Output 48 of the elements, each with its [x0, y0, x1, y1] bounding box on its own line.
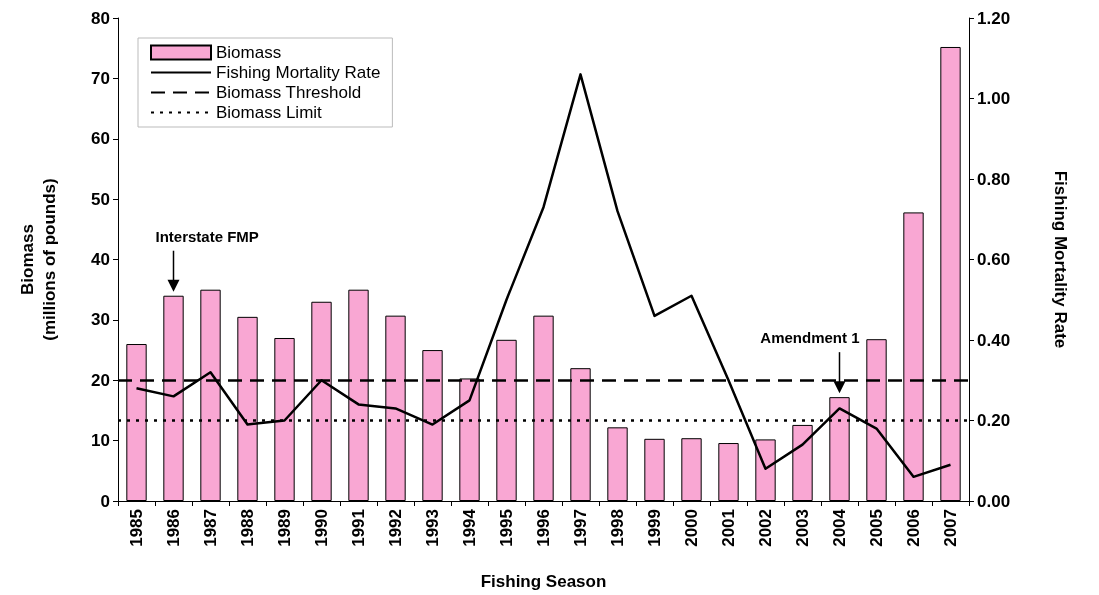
x-tick-label: 1994	[460, 508, 479, 547]
x-tick-label: 1992	[386, 509, 405, 547]
y2-tick-label: 1.00	[977, 89, 1011, 108]
x-tick-label: 2005	[867, 509, 886, 547]
y2-tick-label: 0.80	[977, 169, 1011, 189]
legend-label: Biomass Threshold	[216, 83, 362, 102]
x-tick-label: 1996	[534, 509, 553, 547]
y-tick-label: 70	[91, 68, 110, 88]
x-tick-label: 1991	[349, 509, 368, 547]
y-axis-title: Biomass (millions of pounds)	[17, 178, 59, 341]
x-tick-label: 2000	[682, 509, 701, 547]
annotation: Amendment 1	[760, 329, 860, 347]
y-tick-label: 20	[91, 370, 110, 390]
y-tick-label: 80	[91, 8, 110, 28]
x-tick-label: 2003	[793, 509, 812, 547]
x-tick-label: 1988	[238, 509, 257, 547]
x-tick-label: 2004	[830, 508, 849, 547]
y2-tick-label: 0.20	[977, 411, 1011, 430]
x-axis-title: Fishing Season	[480, 572, 607, 591]
x-tick-label: 1998	[608, 509, 627, 547]
y-tick-label: 10	[91, 431, 110, 451]
y2-tick-label: 0.00	[977, 491, 1011, 511]
y-tick-label: 60	[91, 129, 110, 149]
y-tick-label: 40	[91, 250, 110, 269]
x-tick-label: 2007	[941, 509, 960, 547]
y2-axis-title: Fishing Mortality Rate	[1050, 170, 1070, 349]
x-tick-label: 1989	[275, 509, 294, 547]
legend-label: Biomass Limit	[216, 103, 323, 122]
x-tick-label: 1995	[497, 509, 516, 547]
annotation: Interstate FMP	[155, 227, 259, 245]
x-tick-label: 1997	[571, 509, 590, 547]
y2-tick-label: 1.20	[977, 8, 1011, 28]
legend-label: Biomass	[216, 43, 282, 62]
y-tick-label: 0	[100, 491, 110, 511]
x-tick-label: 1999	[645, 509, 664, 547]
y2-tick-label: 0.60	[977, 250, 1011, 269]
x-tick-label: 1986	[164, 509, 183, 547]
x-tick-label: 1985	[127, 509, 146, 547]
x-tick-label: 2001	[719, 509, 738, 547]
legend-label: Fishing Mortality Rate	[216, 63, 381, 82]
x-tick-label: 1993	[423, 509, 442, 547]
x-tick-label: 2006	[904, 509, 923, 547]
x-tick-label: 1987	[201, 509, 220, 547]
y-tick-label: 50	[91, 189, 110, 209]
x-tick-label: 1990	[312, 509, 331, 547]
y-tick-label: 30	[91, 310, 110, 330]
x-tick-label: 2002	[756, 509, 775, 547]
y2-tick-label: 0.40	[977, 330, 1011, 350]
